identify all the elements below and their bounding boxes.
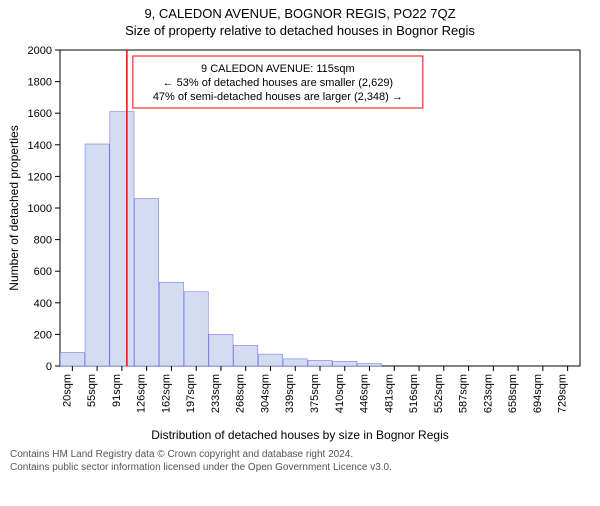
svg-text:1800: 1800	[28, 77, 52, 89]
svg-text:800: 800	[34, 235, 52, 247]
bar	[308, 360, 332, 366]
page-title-line1: 9, CALEDON AVENUE, BOGNOR REGIS, PO22 7Q…	[0, 6, 600, 21]
histogram-chart: 0 200 400 600 800 1000 1200 1400 1600 1800 2000 Num…	[0, 38, 600, 428]
svg-text:197sqm: 197sqm	[185, 374, 197, 413]
svg-text:1000: 1000	[28, 203, 52, 215]
bar	[209, 334, 233, 366]
svg-text:304sqm: 304sqm	[259, 374, 271, 413]
svg-text:587sqm: 587sqm	[458, 374, 470, 413]
svg-text:516sqm: 516sqm	[408, 374, 420, 413]
bar	[60, 353, 84, 366]
svg-text:Number of detached properties: Number of detached properties	[7, 125, 21, 290]
svg-text:1600: 1600	[28, 108, 52, 120]
svg-text:55sqm: 55sqm	[86, 374, 98, 407]
svg-text:623sqm: 623sqm	[482, 374, 494, 413]
bar	[234, 345, 258, 366]
svg-text:268sqm: 268sqm	[235, 374, 247, 413]
bar	[283, 359, 307, 366]
svg-text:481sqm: 481sqm	[383, 374, 395, 413]
svg-text:339sqm: 339sqm	[284, 374, 296, 413]
svg-text:400: 400	[34, 298, 52, 310]
footer: Contains HM Land Registry data © Crown c…	[10, 448, 590, 474]
annotation-line: ← 53% of detached houses are smaller (2,…	[163, 77, 394, 89]
svg-text:375sqm: 375sqm	[309, 374, 321, 413]
svg-text:600: 600	[34, 266, 52, 278]
svg-text:552sqm: 552sqm	[433, 374, 445, 413]
svg-text:162sqm: 162sqm	[160, 374, 172, 413]
footer-line2: Contains public sector information licen…	[10, 461, 590, 474]
svg-text:126sqm: 126sqm	[136, 374, 148, 413]
svg-text:446sqm: 446sqm	[359, 374, 371, 413]
svg-text:729sqm: 729sqm	[557, 374, 569, 413]
annotation-line: 9 CALEDON AVENUE: 115sqm	[201, 63, 355, 75]
bar	[159, 282, 183, 366]
bar	[85, 144, 109, 366]
svg-text:1200: 1200	[28, 171, 52, 183]
svg-text:658sqm: 658sqm	[507, 374, 519, 413]
bar	[110, 112, 134, 366]
x-axis-label: Distribution of detached houses by size …	[0, 428, 600, 442]
page-title-line2: Size of property relative to detached ho…	[0, 23, 600, 38]
svg-text:200: 200	[34, 329, 52, 341]
svg-text:2000: 2000	[28, 45, 52, 57]
bar	[135, 199, 159, 366]
chart-container: 0 200 400 600 800 1000 1200 1400 1600 1800 2000 Num…	[0, 38, 600, 428]
svg-text:410sqm: 410sqm	[334, 374, 346, 413]
bar	[357, 364, 381, 366]
svg-text:1400: 1400	[28, 140, 52, 152]
footer-line1: Contains HM Land Registry data © Crown c…	[10, 448, 590, 461]
annotation-line: 47% of semi-detached houses are larger (…	[153, 91, 403, 103]
bar	[184, 292, 208, 366]
bar	[333, 361, 357, 366]
svg-text:91sqm: 91sqm	[111, 374, 123, 407]
bar	[258, 354, 282, 366]
svg-text:20sqm: 20sqm	[61, 374, 73, 407]
svg-text:694sqm: 694sqm	[532, 374, 544, 413]
svg-text:233sqm: 233sqm	[210, 374, 222, 413]
svg-text:0: 0	[46, 361, 52, 373]
